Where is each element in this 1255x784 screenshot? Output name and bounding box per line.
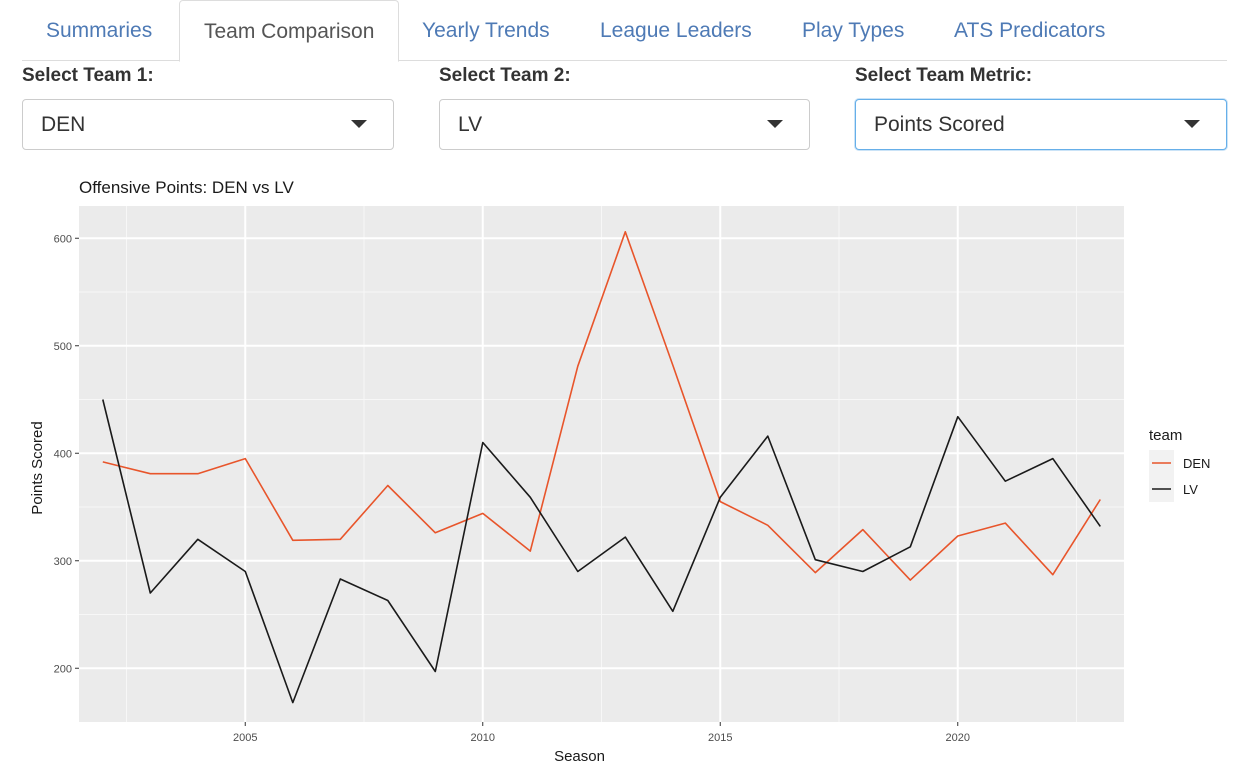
tab-league-leaders[interactable]: League Leaders [600, 19, 752, 42]
tab-bar: Summaries Team Comparison Yearly Trends … [22, 0, 1227, 62]
legend-title: team [1149, 427, 1182, 444]
tab-team-comparison[interactable]: Team Comparison [179, 0, 400, 62]
team1-label: Select Team 1: [22, 65, 154, 86]
x-axis-label: Season [554, 748, 605, 765]
team2-select[interactable]: LV [439, 99, 810, 150]
series-line-den [102, 231, 1101, 581]
chart-title: Offensive Points: DEN vs LV [79, 178, 294, 197]
tab-yearly-trends[interactable]: Yearly Trends [422, 19, 550, 42]
team1-select[interactable]: DEN [22, 99, 394, 150]
metric-field: Select Team Metric: Points Scored [855, 63, 1227, 150]
x-tick-label: 2010 [471, 732, 495, 744]
legend-label: DEN [1183, 456, 1210, 471]
chevron-down-icon [1184, 120, 1200, 128]
metric-select[interactable]: Points Scored [855, 99, 1227, 150]
series-line-lv [102, 399, 1101, 704]
legend-label: LV [1183, 482, 1198, 497]
y-tick-label: 200 [54, 663, 72, 675]
team1-value: DEN [41, 113, 86, 136]
tab-summaries[interactable]: Summaries [46, 19, 153, 42]
team2-value: LV [458, 113, 483, 136]
metric-value: Points Scored [874, 113, 1005, 136]
team1-field: Select Team 1: DEN [22, 63, 394, 150]
metric-label: Select Team Metric: [855, 65, 1033, 86]
tab-ats-predicators[interactable]: ATS Predicators [954, 19, 1106, 42]
team2-field: Select Team 2: LV [439, 63, 810, 150]
y-tick-label: 400 [54, 448, 72, 460]
team2-label: Select Team 2: [439, 65, 571, 86]
line-chart: 200 300 400 500 600 2005 2010 2015 2020 Offensive… [29, 178, 1210, 765]
x-tick-label: 2020 [946, 732, 970, 744]
y-tick-label: 300 [54, 556, 72, 568]
y-tick-label: 600 [54, 233, 72, 245]
y-axis-label: Points Scored [29, 421, 46, 514]
y-tick-label: 500 [54, 341, 72, 353]
x-tick-label: 2015 [708, 732, 732, 744]
tab-play-types[interactable]: Play Types [802, 19, 905, 42]
x-tick-label: 2005 [233, 732, 257, 744]
chevron-down-icon [767, 120, 783, 128]
chevron-down-icon [351, 120, 367, 128]
